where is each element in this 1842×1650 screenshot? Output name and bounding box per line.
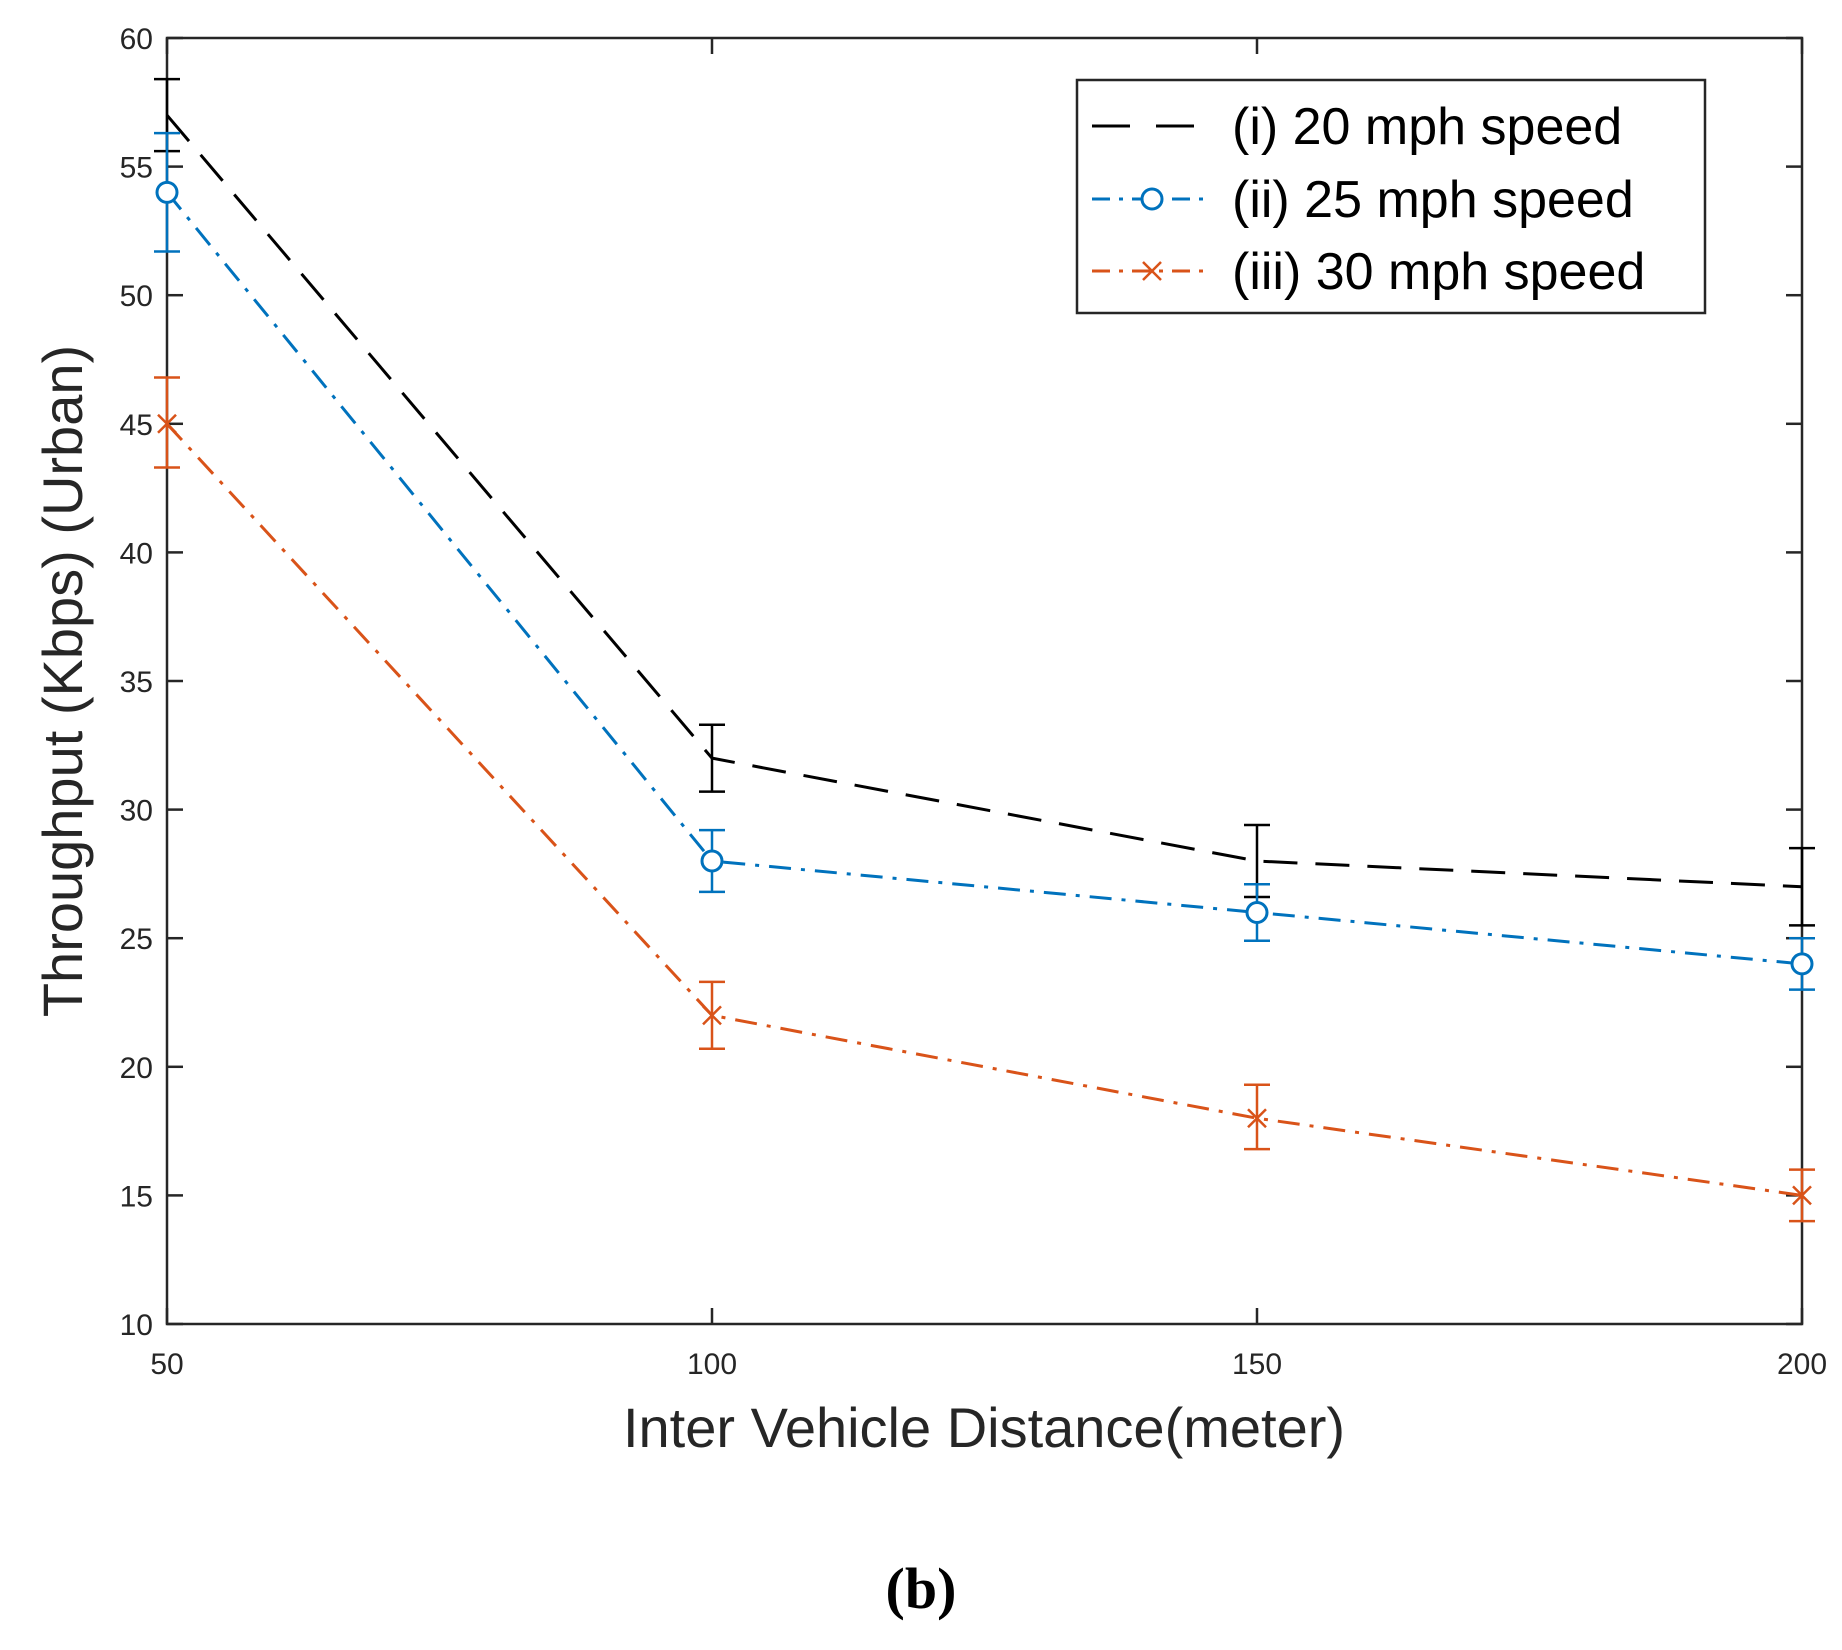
x-tick-label: 200 bbox=[1777, 1348, 1827, 1381]
y-tick-label: 10 bbox=[120, 1309, 153, 1342]
legend-box bbox=[1075, 78, 1707, 315]
y-tick-label: 55 bbox=[120, 152, 153, 185]
y-tick-label: 30 bbox=[120, 795, 153, 828]
series-3 bbox=[154, 376, 1815, 1223]
legend-entry-2: (ii) 25 mph speed bbox=[1092, 171, 1634, 229]
x-tick-label: 150 bbox=[1232, 1348, 1282, 1381]
series-line bbox=[165, 114, 1803, 889]
data-point bbox=[700, 849, 724, 873]
legend-entry-1: (i) 20 mph speed bbox=[1092, 98, 1622, 156]
data-point bbox=[702, 1005, 722, 1026]
y-tick-label: 40 bbox=[120, 537, 153, 570]
x-tick-label: 50 bbox=[150, 1348, 183, 1381]
data-point bbox=[157, 413, 177, 434]
y-tick-label: 35 bbox=[120, 666, 153, 699]
legend-entry-3: (iii) 30 mph speed bbox=[1092, 243, 1645, 301]
legend-label: (ii) 25 mph speed bbox=[1232, 171, 1634, 229]
series-1 bbox=[154, 77, 1815, 927]
series-line bbox=[165, 191, 1803, 966]
legend-marker bbox=[1140, 187, 1164, 211]
y-tick-label: 45 bbox=[120, 409, 153, 442]
data-point bbox=[1245, 900, 1269, 924]
y-tick-label: 50 bbox=[120, 280, 153, 313]
series-line bbox=[165, 422, 1803, 1197]
data-point bbox=[1792, 1185, 1812, 1206]
y-tick-label: 60 bbox=[120, 23, 153, 56]
legend-marker bbox=[1142, 261, 1162, 281]
data-point bbox=[1790, 952, 1814, 976]
y-tick-label: 15 bbox=[120, 1180, 153, 1213]
legend-label: (i) 20 mph speed bbox=[1232, 98, 1622, 156]
y-axis-title: Throughput (Kbps) (Urban) bbox=[31, 345, 94, 1017]
legend: (i) 20 mph speed (ii) 25 mph speed (iii) 3… bbox=[1075, 78, 1707, 315]
series-2 bbox=[154, 131, 1815, 991]
data-point bbox=[155, 180, 179, 204]
y-tick-label: 25 bbox=[120, 923, 153, 956]
legend-label: (iii) 30 mph speed bbox=[1232, 243, 1645, 301]
figure-caption: (b) bbox=[886, 1556, 957, 1621]
data-point bbox=[1247, 1108, 1267, 1129]
x-tick-label: 100 bbox=[687, 1348, 737, 1381]
series-layer bbox=[154, 77, 1815, 1223]
axis-tick-labels: 50 100 150 200 10 15 20 25 30 35 40 45 50 55 60 bbox=[120, 23, 1827, 1381]
x-axis-title: Inter Vehicle Distance(meter) bbox=[623, 1396, 1345, 1459]
y-tick-label: 20 bbox=[120, 1052, 153, 1085]
